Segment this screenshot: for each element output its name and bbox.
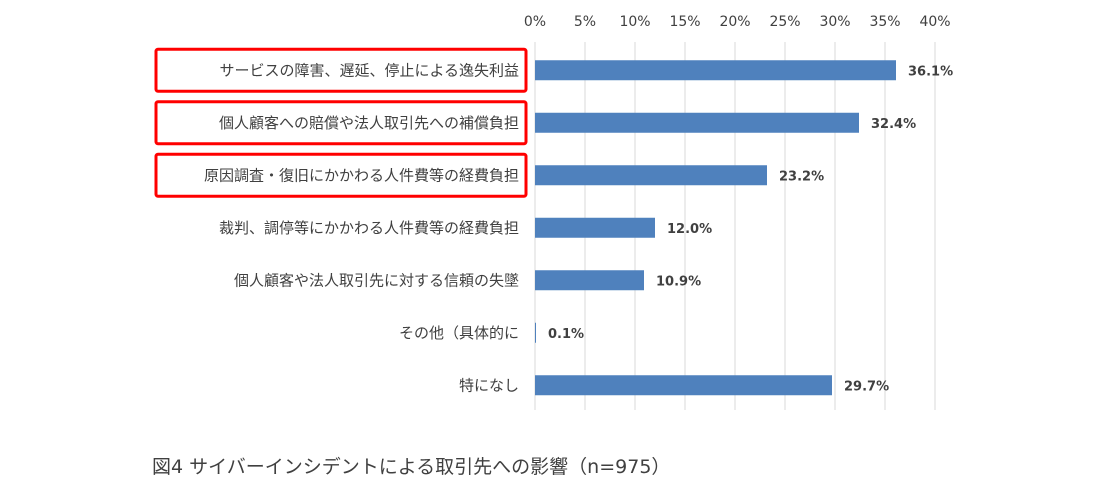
category-label: 原因調査・復旧にかかわる人件費等の経費負担 bbox=[204, 166, 519, 184]
bar bbox=[535, 60, 896, 81]
data-label: 23.2% bbox=[779, 169, 824, 184]
highlight-box bbox=[154, 47, 528, 93]
data-label: 29.7% bbox=[844, 379, 889, 394]
category-label: 個人顧客への賠償や法人取引先への補償負担 bbox=[219, 114, 519, 132]
x-tick-label: 30% bbox=[819, 14, 850, 30]
x-tick-label: 5% bbox=[574, 14, 596, 30]
x-tick-label: 25% bbox=[769, 14, 800, 30]
x-tick-label: 20% bbox=[719, 14, 750, 30]
bar-chart: 0% 5% 10% 15% 20% 25% 30% 35% 40% サービスの障害、遅延、停止によ… bbox=[154, 14, 953, 410]
x-tick-label: 10% bbox=[619, 14, 650, 30]
x-tick-label: 40% bbox=[919, 14, 950, 30]
highlight-box bbox=[154, 100, 528, 146]
bar bbox=[535, 217, 655, 238]
category-label: 裁判、調停等にかかわる人件費等の経費負担 bbox=[219, 219, 519, 237]
data-label: 12.0% bbox=[667, 222, 712, 237]
bar bbox=[535, 375, 832, 396]
bar bbox=[535, 112, 859, 133]
category-label: サービスの障害、遅延、停止による逸失利益 bbox=[219, 61, 519, 79]
x-tick-label: 15% bbox=[669, 14, 700, 30]
bar bbox=[535, 270, 644, 291]
x-tick-label: 0% bbox=[524, 14, 546, 30]
bar bbox=[535, 165, 767, 186]
bar bbox=[535, 322, 536, 343]
figure-caption: 図4 サイバーインシデントによる取引先への影響（n=975） bbox=[152, 456, 671, 478]
data-label: 36.1% bbox=[908, 64, 953, 79]
data-label: 32.4% bbox=[871, 117, 916, 132]
x-tick-label: 35% bbox=[869, 14, 900, 30]
data-label: 10.9% bbox=[656, 274, 701, 289]
data-label: 0.1% bbox=[548, 327, 584, 342]
highlight-box bbox=[154, 152, 528, 198]
category-label: 個人顧客や法人取引先に対する信頼の失墜 bbox=[234, 271, 519, 289]
category-label: 特になし bbox=[459, 376, 519, 394]
category-label: その他（具体的に bbox=[399, 324, 519, 342]
